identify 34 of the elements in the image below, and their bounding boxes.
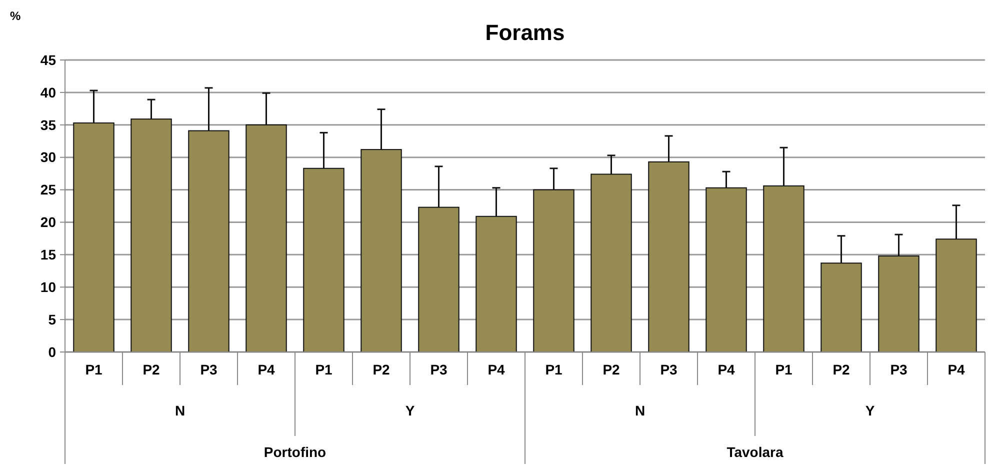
text: Y bbox=[405, 402, 416, 418]
x-tick-label: P2 bbox=[372, 361, 390, 378]
y-tick-label: 40 bbox=[40, 84, 56, 100]
x-tick-label: P4 bbox=[718, 361, 736, 378]
x-tick-label: P1 bbox=[545, 361, 563, 378]
x-tick-label: P3 bbox=[890, 361, 908, 378]
x-tick-label: P3 bbox=[430, 361, 448, 378]
chart-title: Forams bbox=[485, 20, 565, 45]
y-tick-label: 10 bbox=[40, 279, 56, 296]
y-tick-label: 30 bbox=[40, 149, 56, 166]
text: Portofino bbox=[264, 444, 326, 460]
y-tick-label: 0 bbox=[48, 344, 56, 360]
x-tick-label: P1 bbox=[315, 361, 333, 378]
y-tick-label: 20 bbox=[40, 214, 56, 230]
y-tick-label: 5 bbox=[48, 311, 56, 328]
x-tick-label: P2 bbox=[142, 361, 160, 378]
x-tick-label: P4 bbox=[948, 361, 966, 378]
x-tick-label: P3 bbox=[200, 361, 218, 378]
text: Y bbox=[865, 402, 876, 418]
x-tick-label: P2 bbox=[832, 361, 850, 378]
y-tick-label: 25 bbox=[40, 182, 56, 198]
x-tick-label: P2 bbox=[602, 361, 620, 378]
text: Tavolara bbox=[726, 444, 784, 460]
y-tick-label: 15 bbox=[40, 246, 56, 263]
x-tick-label: P1 bbox=[85, 361, 103, 378]
x-tick-label: P4 bbox=[258, 361, 276, 378]
x-tick-label: P4 bbox=[488, 361, 506, 378]
x-tick-label: P1 bbox=[775, 361, 793, 378]
y-axis-title: % bbox=[10, 9, 21, 23]
text: N bbox=[174, 402, 186, 418]
x-tick-label: P3 bbox=[660, 361, 678, 378]
y-tick-label: 45 bbox=[40, 52, 56, 68]
text: N bbox=[634, 402, 646, 418]
y-tick-label: 35 bbox=[40, 116, 56, 133]
